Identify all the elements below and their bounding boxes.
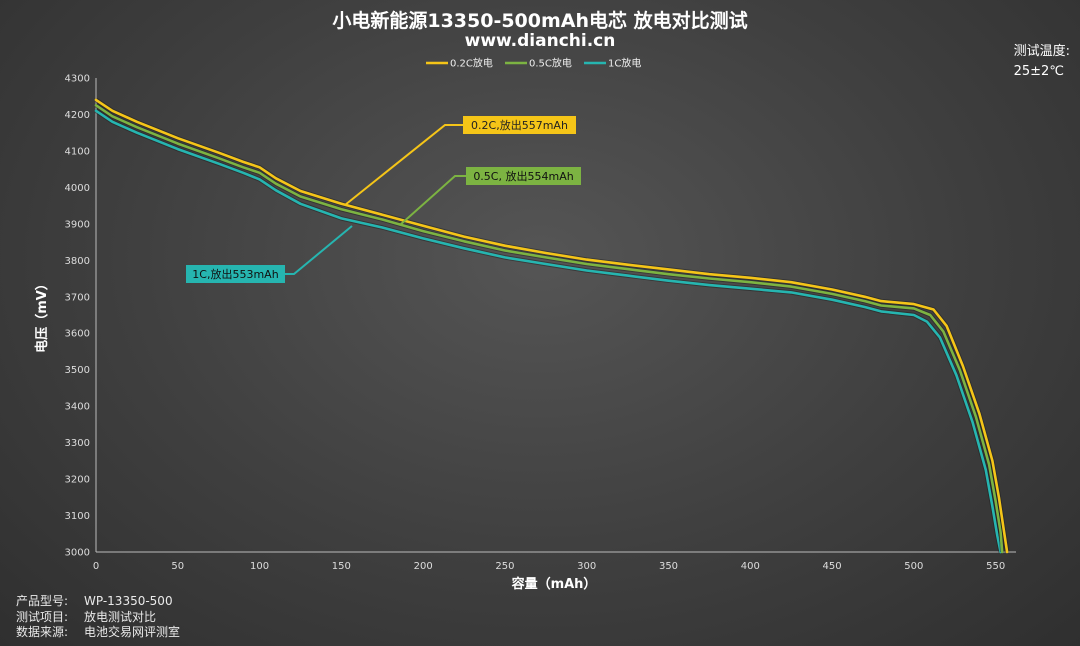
footer-item: 测试项目: 放电测试对比 xyxy=(16,610,180,626)
footer-source: 数据来源: 电池交易网评测室 xyxy=(16,625,180,641)
annotation-leader xyxy=(344,124,463,206)
temp-label: 测试温度: xyxy=(1013,44,1070,59)
item-label: 测试项目: xyxy=(16,609,69,624)
item-value: 放电测试对比 xyxy=(84,609,157,624)
x-tick-label: 0 xyxy=(93,561,99,572)
annotation-label: 0.2C,放出557mAh xyxy=(471,118,568,132)
footer-model: 产品型号: WP-13350-500 xyxy=(16,594,180,610)
y-tick-label: 4300 xyxy=(65,74,90,85)
chart-subtitle: www.dianchi.cn xyxy=(464,31,616,51)
x-tick-label: 300 xyxy=(577,561,596,572)
annotation-leader xyxy=(285,225,353,275)
annotation-label: 0.5C, 放出554mAh xyxy=(473,169,573,183)
x-tick-label: 200 xyxy=(414,561,433,572)
y-tick-label: 3600 xyxy=(65,329,90,340)
annotation-label: 1C,放出553mAh xyxy=(192,267,278,281)
y-tick-label: 3400 xyxy=(65,402,90,413)
annotation-box xyxy=(466,167,581,185)
series-line xyxy=(94,109,1002,554)
test-temperature: 测试温度: 25±2℃ xyxy=(1014,42,1070,82)
y-tick-label: 3100 xyxy=(65,511,90,522)
model-value: WP-13350-500 xyxy=(84,594,173,608)
source-label: 数据来源: xyxy=(16,625,69,639)
temp-value: 25±2℃ xyxy=(1013,64,1064,79)
y-axis-label: 电压（mV） xyxy=(34,277,50,353)
x-tick-label: 550 xyxy=(986,561,1005,572)
model-label: 产品型号: xyxy=(16,594,69,608)
annotation-leader xyxy=(399,175,466,226)
x-tick-label: 350 xyxy=(659,561,678,572)
y-tick-label: 4200 xyxy=(65,110,90,121)
y-tick-label: 3300 xyxy=(65,438,90,449)
x-tick-label: 400 xyxy=(741,561,760,572)
x-tick-label: 500 xyxy=(904,561,923,572)
series-line xyxy=(94,98,1009,554)
y-tick-label: 3900 xyxy=(65,219,90,230)
x-tick-label: 150 xyxy=(332,561,351,572)
y-tick-label: 3700 xyxy=(65,292,90,303)
y-tick-label: 3000 xyxy=(65,548,90,559)
y-tick-label: 3500 xyxy=(65,365,90,376)
legend-label: 1C放电 xyxy=(608,57,641,70)
legend-label: 0.2C放电 xyxy=(450,57,493,70)
y-tick-label: 4100 xyxy=(65,146,90,157)
annotation-box xyxy=(186,265,285,283)
chart-title: 小电新能源13350-500mAh电芯 放电对比测试 xyxy=(332,10,748,32)
footer-info: 产品型号: WP-13350-500 测试项目: 放电测试对比 数据来源: 电池交易网… xyxy=(16,594,180,641)
series-line xyxy=(94,104,1004,554)
x-tick-label: 50 xyxy=(171,561,184,572)
y-tick-label: 4000 xyxy=(65,183,90,194)
x-tick-label: 250 xyxy=(495,561,514,572)
legend-label: 0.5C放电 xyxy=(529,57,572,70)
x-axis-label: 容量（mAh） xyxy=(511,576,597,592)
y-tick-label: 3800 xyxy=(65,256,90,267)
annotation-box xyxy=(463,116,576,134)
y-tick-label: 3200 xyxy=(65,475,90,486)
source-value: 电池交易网评测室 xyxy=(84,625,181,639)
x-tick-label: 450 xyxy=(823,561,842,572)
x-tick-label: 100 xyxy=(250,561,269,572)
